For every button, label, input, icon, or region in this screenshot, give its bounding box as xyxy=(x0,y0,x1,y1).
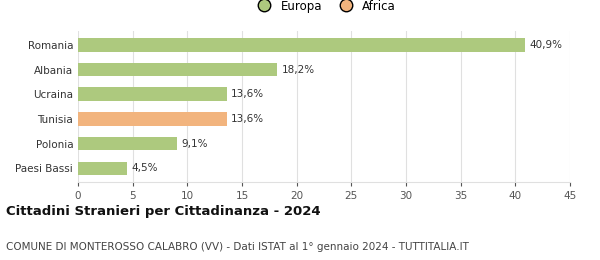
Text: 18,2%: 18,2% xyxy=(281,64,314,75)
Bar xyxy=(78,112,227,126)
Bar xyxy=(78,87,227,101)
Legend: Europa, Africa: Europa, Africa xyxy=(247,0,401,17)
Bar xyxy=(78,161,127,175)
Text: 9,1%: 9,1% xyxy=(182,139,208,149)
Text: 13,6%: 13,6% xyxy=(231,114,264,124)
Text: Cittadini Stranieri per Cittadinanza - 2024: Cittadini Stranieri per Cittadinanza - 2… xyxy=(6,205,320,218)
Text: COMUNE DI MONTEROSSO CALABRO (VV) - Dati ISTAT al 1° gennaio 2024 - TUTTITALIA.I: COMUNE DI MONTEROSSO CALABRO (VV) - Dati… xyxy=(6,242,469,252)
Bar xyxy=(78,63,277,76)
Bar xyxy=(78,38,525,52)
Text: 4,5%: 4,5% xyxy=(131,163,158,173)
Bar xyxy=(78,137,178,151)
Text: 40,9%: 40,9% xyxy=(530,40,563,50)
Text: 13,6%: 13,6% xyxy=(231,89,264,99)
